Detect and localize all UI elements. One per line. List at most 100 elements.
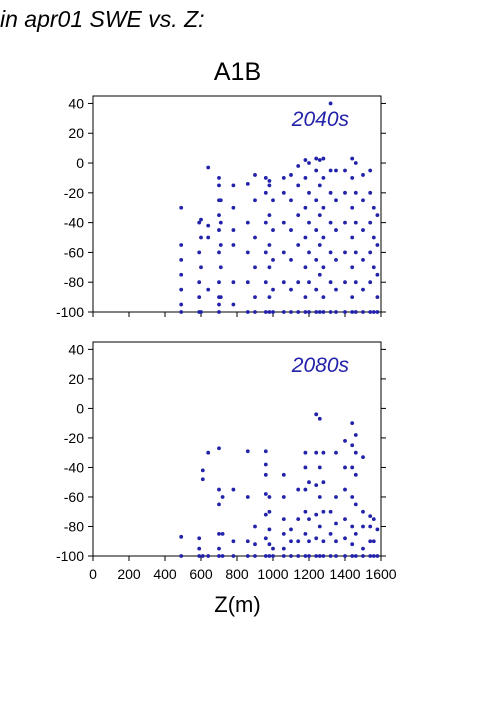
data-point-2080s [267,542,272,547]
y-tick-label-2040s: 20 [68,125,84,141]
data-point-2080s [271,546,275,551]
data-point-2040s [206,235,211,240]
data-point-2040s [375,310,380,314]
data-point-2040s [253,265,257,270]
data-point-2040s [375,295,380,300]
data-point-2040s [314,168,319,173]
data-point-2040s [281,220,286,225]
data-point-2040s [253,173,257,177]
data-point-2040s [281,310,286,314]
data-point-2080s [281,546,286,551]
data-point-2080s [245,554,250,558]
data-point-2040s [307,310,311,314]
data-point-2040s [361,228,365,232]
x-tick-label-2080s: 0 [89,566,97,582]
data-point-2040s [350,156,355,161]
data-point-2080s [368,514,373,519]
data-point-2080s [231,554,236,558]
data-point-2080s [263,449,268,454]
data-point-2080s [253,524,257,529]
data-point-2080s [245,539,250,544]
data-point-2040s [218,198,223,203]
data-point-2040s [281,190,286,195]
data-point-2080s [197,536,202,541]
data-point-2040s [296,164,301,168]
data-point-2040s [343,220,347,225]
data-point-2080s [271,554,275,558]
data-point-2040s [343,250,347,255]
data-point-2040s [303,310,308,314]
data-point-2080s [343,517,347,522]
data-point-2040s [353,220,358,225]
data-point-2040s [245,181,250,186]
data-point-2080s [361,554,365,558]
y-tick-label-2040s: -80 [64,274,84,290]
data-point-2080s [303,531,308,536]
data-point-2040s [217,183,221,188]
data-point-2080s [317,554,322,558]
x-tick-label-2080s: 1400 [329,566,360,582]
data-point-2040s [206,165,211,170]
data-point-2040s [271,310,275,314]
data-point-2040s [271,287,275,292]
data-point-2080s [361,455,365,460]
data-point-2080s [368,554,373,558]
y-tick-label-2080s: -20 [64,430,84,446]
data-point-2040s [343,310,347,314]
data-point-2040s [179,310,184,314]
data-point-2040s [371,235,376,240]
data-point-2040s [321,176,326,180]
data-point-2040s [350,205,355,210]
data-point-2040s [179,302,184,307]
data-point-2080s [245,449,250,454]
data-point-2080s [200,477,205,482]
data-point-2040s [245,250,250,255]
data-point-2040s [361,198,365,203]
data-point-2040s [253,198,257,203]
data-point-2080s [321,450,326,455]
data-point-2040s [253,295,257,300]
data-point-2040s [199,235,203,240]
x-tick-label-2080s: 600 [189,566,213,582]
data-point-2040s [231,243,236,247]
data-point-2080s [281,495,286,499]
data-point-2040s [231,183,236,188]
data-point-2040s [307,161,311,165]
data-point-2080s [334,521,338,526]
data-point-2080s [267,527,272,532]
data-point-2080s [281,517,286,522]
data-point-2080s [371,539,376,544]
data-point-2040s [296,213,301,218]
data-point-2080s [296,554,301,558]
data-point-2080s [253,554,257,558]
data-point-2040s [217,176,221,180]
data-point-2040s [289,310,293,314]
data-point-2080s [334,554,338,558]
data-point-2040s [375,213,380,218]
data-point-2040s [317,213,322,218]
data-point-2040s [334,257,338,262]
panel-2040s: -100 -80 -60 -40 -20 0 20 40 2040s [56,95,386,320]
data-point-2040s [303,235,308,240]
data-point-2040s [375,243,380,247]
data-point-2080s [263,462,268,467]
y-tick-label-2080s: 0 [76,400,84,416]
data-point-2080s [217,546,221,551]
data-point-2040s [368,190,373,195]
data-point-2040s [218,243,223,247]
data-point-2080s [307,554,311,558]
data-point-2040s [317,310,322,314]
data-point-2040s [231,302,236,307]
data-point-2040s [361,173,365,177]
data-point-2040s [263,250,268,255]
data-point-2080s [289,527,293,532]
data-point-2080s [179,534,184,539]
data-point-2040s [361,310,365,314]
data-point-2040s [217,310,221,314]
data-point-2040s [271,257,275,262]
data-point-2080s [307,480,311,485]
data-point-2040s [334,228,338,232]
data-point-2040s [353,190,358,195]
data-point-2040s [197,295,202,300]
